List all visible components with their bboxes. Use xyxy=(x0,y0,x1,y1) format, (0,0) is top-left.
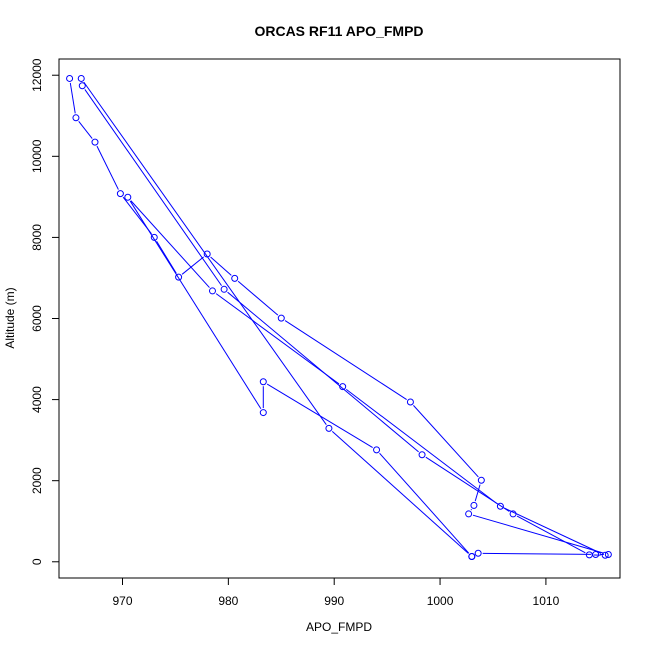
y-tick-label: 4000 xyxy=(30,386,44,413)
series-segment xyxy=(156,240,177,274)
series-segment xyxy=(237,280,279,316)
data-point xyxy=(604,550,612,558)
data-point xyxy=(339,383,347,391)
data-point xyxy=(465,510,473,518)
data-point xyxy=(116,190,124,198)
series-segment xyxy=(345,388,498,504)
series-segment xyxy=(379,452,470,554)
x-tick-label: 970 xyxy=(112,594,132,608)
series-segment xyxy=(425,456,510,512)
series-segment xyxy=(130,200,210,288)
series-segment xyxy=(215,293,340,385)
data-point xyxy=(477,476,485,484)
series-segment xyxy=(413,405,479,478)
data-point xyxy=(78,82,86,90)
data-point xyxy=(231,274,239,282)
series-segment xyxy=(210,256,232,276)
y-tick-label: 12000 xyxy=(30,58,44,92)
series-segment xyxy=(96,145,119,190)
data-point xyxy=(373,446,381,454)
data-point xyxy=(474,549,482,557)
data-point xyxy=(91,138,99,146)
series-segment xyxy=(83,81,327,425)
y-axis-label: Altitude (m) xyxy=(3,287,17,348)
series-segment xyxy=(284,320,407,400)
y-tick-label: 0 xyxy=(30,558,44,565)
data-point xyxy=(496,502,504,510)
data-point xyxy=(406,398,414,406)
data-point xyxy=(325,424,333,432)
data-point xyxy=(203,250,211,258)
series-segment xyxy=(69,82,76,114)
series-segment xyxy=(78,121,93,139)
data-point xyxy=(468,553,476,561)
data-point xyxy=(418,451,426,459)
data-point xyxy=(220,285,228,293)
series-segment xyxy=(472,514,605,554)
data-point xyxy=(66,74,74,82)
series-segment xyxy=(470,508,472,511)
data-point xyxy=(259,409,267,417)
x-tick-label: 990 xyxy=(324,594,344,608)
data-point xyxy=(601,551,609,559)
data-point xyxy=(585,551,593,559)
data-point xyxy=(77,74,85,82)
y-tick-label: 6000 xyxy=(30,305,44,332)
y-axis: 0 2000 4000 6000 8000 10000 12000 xyxy=(30,58,60,565)
data-point xyxy=(259,378,267,386)
series-segment xyxy=(181,256,205,275)
x-tick-label: 1010 xyxy=(533,594,560,608)
y-tick-label: 10000 xyxy=(30,139,44,173)
data-point xyxy=(124,193,132,201)
x-tick-label: 980 xyxy=(218,594,238,608)
data-point xyxy=(150,233,158,241)
series-segment xyxy=(516,515,586,554)
data-point xyxy=(72,114,80,122)
x-axis-label: APO_FMPD xyxy=(306,620,372,634)
data-point xyxy=(208,287,216,295)
y-tick-label: 8000 xyxy=(30,224,44,251)
x-axis: 970 980 990 1000 1010 xyxy=(112,577,560,608)
series-segment xyxy=(482,552,592,555)
data-point xyxy=(175,273,183,281)
series-segment xyxy=(331,431,469,554)
data-point xyxy=(277,314,285,322)
series-segment xyxy=(474,484,481,502)
data-point xyxy=(470,501,478,509)
y-tick-label: 2000 xyxy=(30,467,44,494)
chart-title: ORCAS RF11 APO_FMPD xyxy=(254,23,423,39)
series-segment xyxy=(84,89,222,286)
series-layer xyxy=(66,74,612,561)
x-tick-label: 1000 xyxy=(427,594,454,608)
series-segment xyxy=(504,507,602,554)
data-point xyxy=(509,510,517,518)
series-segment xyxy=(227,291,419,453)
